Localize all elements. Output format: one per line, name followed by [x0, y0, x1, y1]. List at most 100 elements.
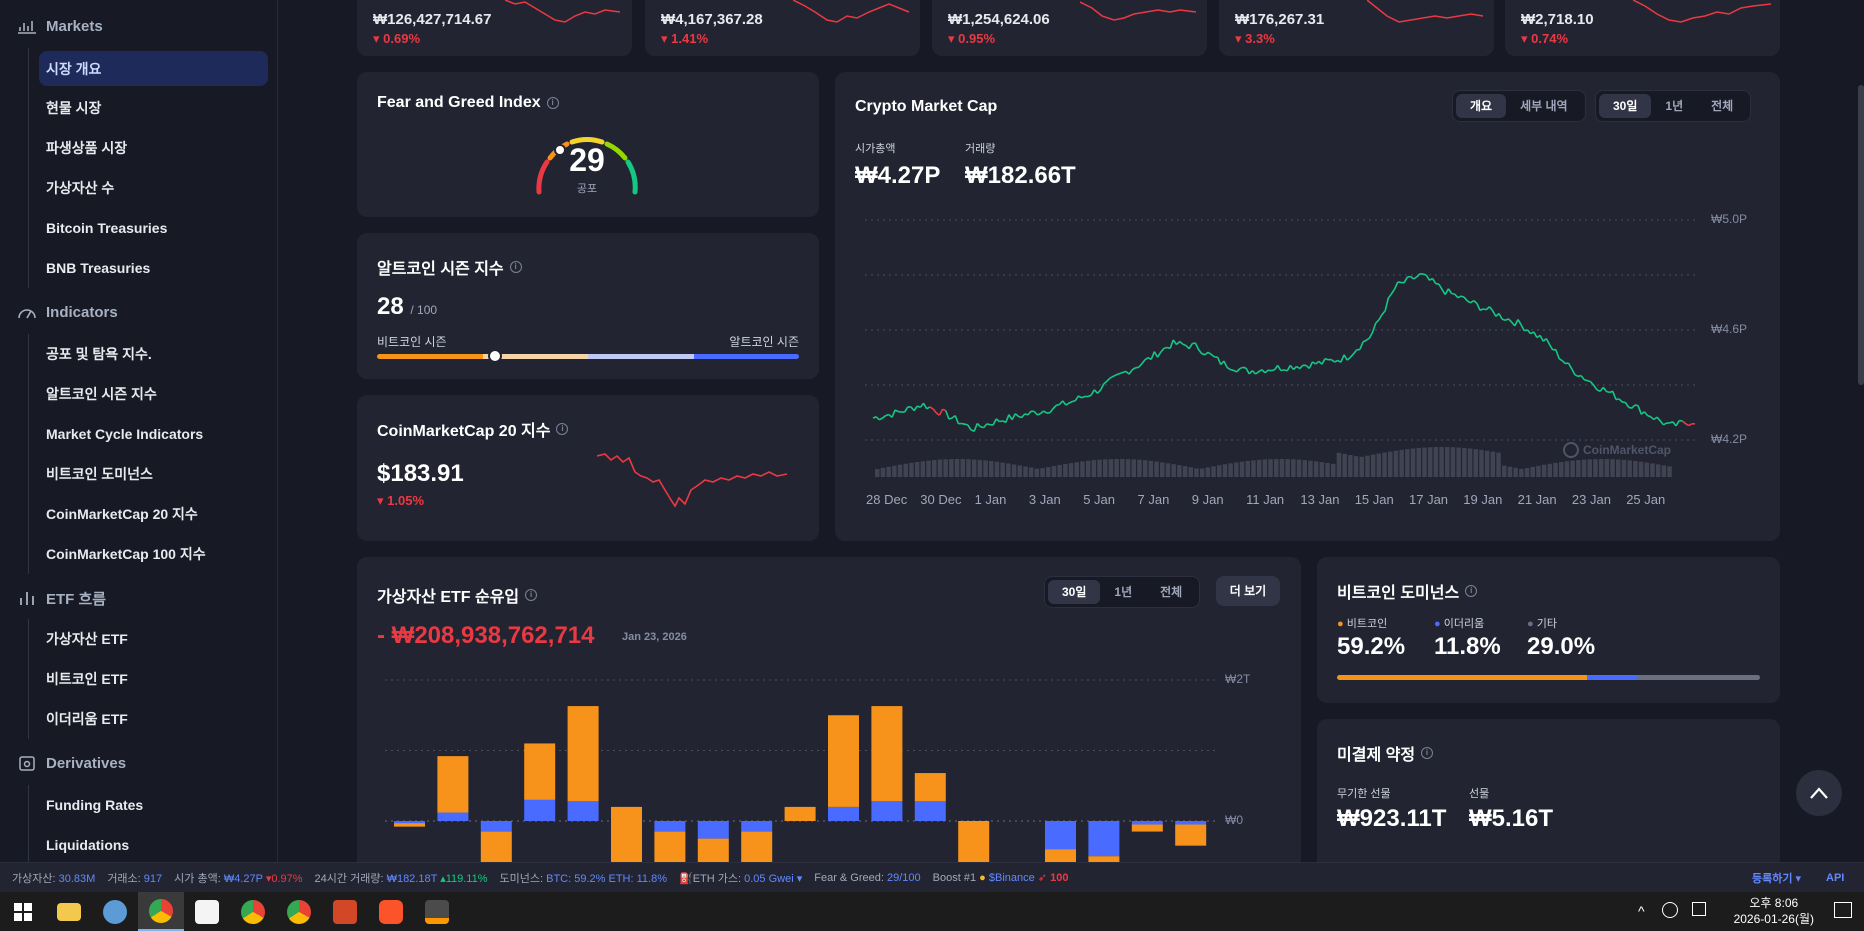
info-icon[interactable]: i — [556, 423, 569, 435]
etf-bar-orange[interactable] — [567, 706, 599, 802]
tray-chevron-up-icon[interactable]: ^ — [1638, 903, 1645, 919]
stat-eth-gas[interactable]: ⛽ETH 가스: 0.05 Gwei ▾ — [678, 872, 803, 885]
page-scrollbar[interactable] — [1858, 85, 1864, 385]
sidebar-section-markets[interactable]: Markets — [16, 16, 103, 36]
etf-bar-orange[interactable] — [654, 831, 686, 862]
stat-volume[interactable]: 24시간 거래량: ₩182.18T ▴119.11% — [314, 872, 488, 885]
coin-card-4[interactable]: ₩176,267.31 ▾ 3.3% — [1219, 0, 1494, 56]
sidebar-item-spot[interactable]: 현물 시장 — [46, 100, 102, 116]
altcoin-season-card[interactable]: 알트코인 시즌 지수 i 28 / 100 비트코인 시즌 알트코인 시즌 — [357, 233, 819, 379]
etf-bar-blue[interactable] — [567, 801, 599, 821]
sublime-icon[interactable] — [414, 892, 460, 931]
sidebar-item-market-overview[interactable]: 시장 개요 — [39, 51, 268, 86]
file-explorer-icon[interactable] — [46, 892, 92, 931]
sidebar-item-fear-greed[interactable]: 공포 및 탐욕 지수. — [46, 346, 152, 362]
coin-card-5[interactable]: ₩2,718.10 ▾ 0.74% — [1505, 0, 1780, 56]
sidebar-section-indicators[interactable]: Indicators — [16, 302, 118, 322]
etf-bar-blue[interactable] — [828, 806, 859, 821]
etf-bar-blue[interactable] — [1045, 821, 1076, 850]
etf-bar-orange[interactable] — [1175, 824, 1207, 846]
range-30d[interactable]: 30일 — [1048, 580, 1101, 604]
sidebar-item-derivatives-market[interactable]: 파생상품 시장 — [46, 140, 128, 156]
altcoin-season-knob[interactable] — [488, 349, 503, 363]
tray-network-icon[interactable] — [1662, 902, 1678, 918]
etf-bar-blue[interactable] — [1131, 821, 1163, 825]
windows-start-button[interactable] — [0, 892, 46, 931]
sidebar-item-crypto-etf[interactable]: 가상자산 ETF — [46, 631, 128, 647]
stat-boost[interactable]: Boost #1 ● $Binance ➶ 100 — [932, 872, 1069, 884]
stat-dominance[interactable]: 도미넌스: BTC: 59.2% ETH: 11.8% — [499, 872, 667, 885]
stat-fear-greed[interactable]: Fear & Greed: 29/100 — [814, 871, 921, 884]
etf-bar-orange[interactable] — [394, 823, 425, 827]
api-link[interactable]: API — [1826, 871, 1845, 884]
etf-bar-orange[interactable] — [741, 831, 773, 862]
info-icon[interactable]: i — [546, 97, 559, 109]
etf-bar-orange[interactable] — [871, 706, 903, 802]
range-all[interactable]: 전체 — [1160, 585, 1183, 599]
notification-icon[interactable] — [1834, 902, 1852, 918]
etf-bar-orange[interactable] — [524, 743, 556, 800]
etf-bar-orange[interactable] — [1045, 849, 1076, 862]
range-1y[interactable]: 1년 — [1665, 99, 1684, 113]
range-all[interactable]: 전체 — [1711, 99, 1734, 113]
chrome-icon-2[interactable] — [230, 892, 276, 931]
sidebar-item-bitcoin-etf[interactable]: 비트코인 ETF — [46, 671, 128, 687]
coin-card-2[interactable]: ₩4,167,367.28 ▾ 1.41% — [645, 0, 920, 56]
etf-bar-blue[interactable] — [524, 799, 556, 821]
dominance-card[interactable]: 비트코인 도미넌스 i ● 비트코인 59.2% ● 이더리움 11.8% ● 기… — [1317, 557, 1780, 703]
sidebar-item-asset-count[interactable]: 가상자산 수 — [46, 180, 115, 196]
etf-flow-card[interactable]: 가상자산 ETF 순유입 i - ₩208,938,762,714 Jan 23,… — [357, 557, 1301, 877]
etf-bar-blue[interactable] — [480, 821, 512, 832]
chrome-icon[interactable] — [138, 892, 184, 931]
etf-bar-blue[interactable] — [697, 821, 729, 839]
sidebar-item-cmc100[interactable]: CoinMarketCap 100 지수 — [46, 546, 206, 562]
coin-card-3[interactable]: ₩1,254,624.06 ▾ 0.95% — [932, 0, 1207, 56]
etf-bar-orange[interactable] — [958, 821, 990, 862]
etf-bar-blue[interactable] — [914, 801, 946, 821]
info-icon[interactable]: i — [509, 261, 522, 273]
tab-overview[interactable]: 개요 — [1456, 94, 1507, 118]
scroll-top-button[interactable] — [1796, 770, 1842, 816]
info-icon[interactable]: i — [1421, 747, 1434, 759]
etf-bar-blue[interactable] — [394, 821, 425, 824]
sidebar-item-cmc20[interactable]: CoinMarketCap 20 지수 — [46, 506, 198, 522]
etf-bar-blue[interactable] — [437, 812, 469, 821]
open-interest-card[interactable]: 미결제 약정 i 무기한 선물 ₩923.11T 선물 ₩5.16T — [1317, 719, 1780, 879]
etf-bar-orange[interactable] — [480, 831, 512, 862]
powerpoint-icon[interactable] — [322, 892, 368, 931]
chrome-icon-3[interactable] — [276, 892, 322, 931]
etf-bar-orange[interactable] — [1131, 824, 1163, 832]
cmc20-card[interactable]: CoinMarketCap 20 지수 i $183.91 ▾ 1.05% — [357, 395, 819, 541]
tray-ime-icon[interactable] — [1692, 902, 1706, 916]
etf-bar-orange[interactable] — [914, 773, 946, 802]
etf-bar-orange[interactable] — [828, 715, 859, 807]
etf-bar-blue[interactable] — [741, 821, 773, 832]
range-1y[interactable]: 1년 — [1114, 585, 1133, 599]
sidebar-item-funding-rates[interactable]: Funding Rates — [46, 797, 144, 813]
etf-bar-orange[interactable] — [611, 806, 642, 862]
etf-bar-orange[interactable] — [697, 838, 729, 862]
etf-bar-orange[interactable] — [1088, 856, 1120, 862]
system-clock[interactable]: 오후 8:06 2026-01-26(월) — [1733, 896, 1814, 926]
sidebar-item-btc-dominance[interactable]: 비트코인 도미넌스 — [46, 466, 153, 482]
brave-icon[interactable] — [368, 892, 414, 931]
etf-bar-blue[interactable] — [871, 801, 903, 821]
info-icon[interactable]: i — [525, 589, 538, 601]
sidebar-item-bitcoin-treasuries[interactable]: Bitcoin Treasuries — [46, 220, 168, 236]
coin-card-1[interactable]: ₩126,427,714.67 ▾ 0.69% — [357, 0, 632, 56]
app-icon-slides[interactable] — [184, 892, 230, 931]
stat-exchanges[interactable]: 거래소: 917 — [107, 872, 163, 885]
sidebar-section-etf[interactable]: ETF 흐름 — [16, 588, 106, 608]
sidebar-item-altcoin-season[interactable]: 알트코인 시즌 지수 — [46, 386, 157, 402]
sidebar-item-market-cycle[interactable]: Market Cycle Indicators — [46, 426, 204, 442]
sidebar-section-derivatives[interactable]: Derivatives — [16, 753, 126, 773]
register-link[interactable]: 등록하기 ▾ — [1752, 872, 1802, 885]
etf-bar-blue[interactable] — [1175, 821, 1207, 825]
etf-bar-blue[interactable] — [654, 821, 686, 832]
etf-bar-orange[interactable] — [437, 756, 469, 813]
sidebar-item-liquidations[interactable]: Liquidations — [46, 837, 130, 853]
app-icon-bird[interactable] — [92, 892, 138, 931]
info-icon[interactable]: i — [1465, 585, 1478, 597]
etf-more-button[interactable]: 더 보기 — [1216, 576, 1280, 606]
range-30d[interactable]: 30일 — [1599, 94, 1652, 118]
